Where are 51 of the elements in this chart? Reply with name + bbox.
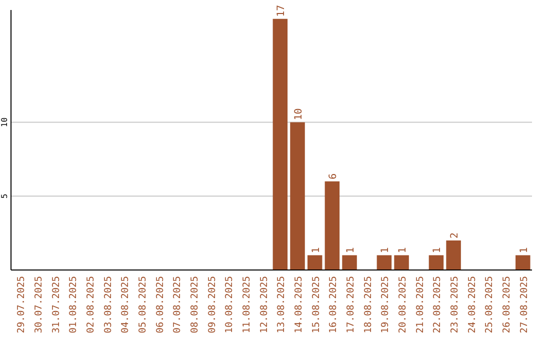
x-tick-label: 19.08.2025	[380, 276, 392, 334]
x-tick-label: 06.08.2025	[154, 276, 166, 334]
x-tick-label: 31.07.2025	[50, 276, 62, 334]
x-tick-label: 24.08.2025	[466, 276, 478, 334]
data-label: 1	[346, 247, 357, 254]
x-tick-label: 11.08.2025	[241, 276, 252, 334]
data-label: 1	[432, 247, 444, 254]
x-tick-label: 01.08.2025	[68, 276, 80, 334]
x-tick-label: 09.08.2025	[206, 276, 218, 334]
x-tick-label: 04.08.2025	[120, 276, 132, 334]
bar	[376, 255, 392, 270]
data-label: 2	[450, 232, 461, 238]
data-label: 10	[294, 108, 305, 120]
x-tick-label: 12.08.2025	[258, 276, 270, 334]
x-tick-label: 05.08.2025	[137, 276, 148, 334]
x-tick-label: 13.08.2025	[276, 276, 288, 334]
x-tick-label: 23.08.2025	[450, 276, 461, 334]
x-tick-label: 25.08.2025	[484, 276, 496, 334]
bar	[307, 255, 322, 270]
bar	[428, 255, 444, 270]
x-tick-label: 30.07.2025	[33, 276, 44, 334]
x-tick-label: 18.08.2025	[362, 276, 374, 334]
x-tick-label: 08.08.2025	[189, 276, 200, 334]
x-tick-label: 07.08.2025	[172, 276, 184, 334]
x-tick-label: 17.08.2025	[346, 276, 357, 334]
x-tick-label: 22.08.2025	[432, 276, 444, 334]
x-tick-label: 21.08.2025	[414, 276, 426, 334]
x-tick-label: 29.07.2025	[16, 276, 28, 334]
y-tick-label: 5	[0, 194, 9, 199]
data-label: 1	[518, 247, 530, 254]
data-label: 1	[398, 247, 409, 254]
data-label: 17	[276, 4, 288, 17]
bar	[394, 255, 409, 270]
data-label: 6	[328, 173, 340, 180]
x-tick-label: 14.08.2025	[294, 276, 305, 334]
bar	[272, 18, 288, 270]
data-label: 1	[310, 247, 322, 254]
data-label: 1	[380, 247, 392, 254]
x-tick-label: 26.08.2025	[502, 276, 513, 334]
x-tick-label: 27.08.2025	[518, 276, 530, 334]
bar	[516, 255, 530, 270]
x-tick-label: 02.08.2025	[85, 276, 96, 334]
x-tick-label: 03.08.2025	[102, 276, 114, 334]
x-tick-label: 15.08.2025	[310, 276, 322, 334]
x-tick-label: 16.08.2025	[328, 276, 340, 334]
bar	[290, 122, 305, 270]
bar	[342, 255, 357, 270]
bar	[324, 181, 340, 270]
bar	[446, 240, 461, 270]
x-tick-label: 20.08.2025	[398, 276, 409, 334]
x-tick-label: 10.08.2025	[224, 276, 236, 334]
